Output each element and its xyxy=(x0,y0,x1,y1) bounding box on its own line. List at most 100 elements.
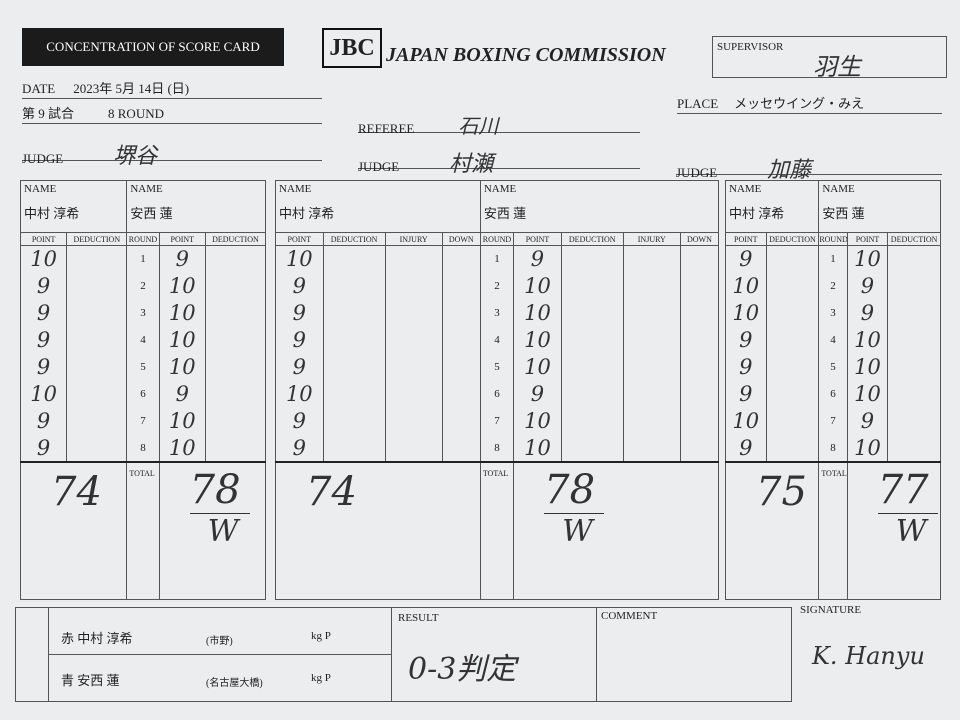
red-point: 9 xyxy=(725,434,767,462)
empty-cell xyxy=(679,326,720,354)
place: メッセウイング・みえ xyxy=(734,96,865,111)
empty-cell xyxy=(322,245,386,273)
empty-cell xyxy=(441,353,481,381)
judge-name: 加藤 xyxy=(767,158,812,183)
round-row: 10 6 9 xyxy=(19,380,266,408)
empty-cell xyxy=(765,326,820,354)
signature: K. Hanyu xyxy=(812,642,925,670)
judge-card: NAME 中村 淳希 NAME 安西 蓮 POINT DEDUCTION INJURY DOW… xyxy=(275,180,720,600)
empty-cell xyxy=(322,326,386,354)
empty-cell xyxy=(204,299,266,327)
round-number: 2 xyxy=(479,272,515,300)
empty-cell xyxy=(679,245,720,273)
name-row: NAME 中村 淳希 NAME 安西 蓮 xyxy=(724,180,941,233)
red-point: 10 xyxy=(725,407,767,435)
red-point: 9 xyxy=(275,407,324,435)
round-row: 9 5 10 xyxy=(725,353,941,381)
supervisor-label: SUPERVISOR xyxy=(717,41,784,53)
round-number: 8 xyxy=(479,434,515,462)
empty-cell xyxy=(441,380,481,408)
footer-box: 赤 中村 淳希 (市野) kg P 青 安西 蓮 (名古屋大橋) kg P RE… xyxy=(15,607,792,702)
red-point: 10 xyxy=(19,245,68,273)
blue-point: 9 xyxy=(513,245,562,273)
name-label: NAME xyxy=(822,183,855,195)
judge-label: JUDGE xyxy=(22,151,64,166)
red-point: 9 xyxy=(19,434,68,462)
column-header: DEDUCTION xyxy=(322,232,386,246)
blue-point: 10 xyxy=(158,272,206,300)
column-header: POINT xyxy=(725,232,767,246)
empty-cell xyxy=(66,272,128,300)
column-header: DEDUCTION xyxy=(66,232,128,246)
empty-cell xyxy=(622,434,681,462)
round-number: 2 xyxy=(126,272,160,300)
red-corner: 赤 中村 淳希 xyxy=(61,631,133,646)
round-row: 10 1 9 xyxy=(275,245,720,273)
red-point: 9 xyxy=(19,272,68,300)
total-label: TOTAL xyxy=(129,468,155,478)
blue-point: 10 xyxy=(513,272,562,300)
empty-cell xyxy=(765,407,820,435)
red-point: 10 xyxy=(275,380,324,408)
round-row: 9 7 10 xyxy=(19,407,266,435)
blue-gym: (名古屋大橋) xyxy=(206,678,263,689)
empty-cell xyxy=(679,353,720,381)
empty-cell xyxy=(322,380,386,408)
empty-cell xyxy=(384,272,443,300)
empty-cell xyxy=(322,407,386,435)
empty-cell xyxy=(765,272,820,300)
empty-cell xyxy=(384,407,443,435)
judge-card: NAME 中村 淳希 NAME 安西 蓮 POINT DEDUCTION ROUND POIN… xyxy=(19,180,266,600)
place-label: PLACE xyxy=(677,96,719,111)
column-header: ROUND xyxy=(126,232,160,246)
empty-cell xyxy=(560,245,624,273)
empty-cell xyxy=(765,380,820,408)
empty-cell xyxy=(622,326,681,354)
empty-cell xyxy=(679,407,720,435)
blue-point: 10 xyxy=(846,245,889,273)
round-number: 6 xyxy=(479,380,515,408)
fighter-name: 安西 蓮 xyxy=(130,206,173,221)
empty-cell xyxy=(887,245,941,273)
total-row: 75 TOTAL 77 W xyxy=(724,461,942,600)
empty-cell xyxy=(66,245,128,273)
blue-corner: 青 安西 蓮 xyxy=(61,673,120,688)
empty-cell xyxy=(622,245,681,273)
empty-cell xyxy=(441,326,481,354)
round-number: 5 xyxy=(479,353,515,381)
total-label-cell: TOTAL xyxy=(126,461,160,600)
empty-cell xyxy=(622,380,681,408)
round-number: 7 xyxy=(818,407,848,435)
red-point: 10 xyxy=(275,245,324,273)
judge-line: JUDGE 村瀬 xyxy=(358,146,640,177)
blue-point: 10 xyxy=(158,407,206,435)
fighter-name: 安西 蓮 xyxy=(483,206,527,221)
empty-cell xyxy=(560,353,624,381)
red-point: 9 xyxy=(275,326,324,354)
round-number: 5 xyxy=(818,353,848,381)
empty-cell xyxy=(66,380,128,408)
red-point: 9 xyxy=(19,326,68,354)
bout: 第 9 試合 xyxy=(22,106,75,121)
column-header: INJURY xyxy=(622,232,681,246)
name-label: NAME xyxy=(729,183,762,195)
referee-label: REFEREE xyxy=(358,121,415,136)
supervisor-box: SUPERVISOR 羽生 xyxy=(712,36,947,81)
column-header: DOWN xyxy=(441,232,481,246)
round-number: 1 xyxy=(126,245,160,273)
empty-cell xyxy=(560,434,624,462)
judge-name: 堺谷 xyxy=(113,144,158,169)
column-header: DEDUCTION xyxy=(765,232,820,246)
name-label: NAME xyxy=(483,183,517,195)
blue-total-cell: 78 W xyxy=(513,461,719,600)
judge-name: 村瀬 xyxy=(449,152,494,177)
blue-total: 78 xyxy=(189,467,250,514)
name-label: NAME xyxy=(130,183,163,195)
blue-point: 10 xyxy=(846,434,889,462)
empty-cell xyxy=(66,326,128,354)
empty-cell xyxy=(204,326,266,354)
empty-cell xyxy=(679,272,720,300)
round-row: 10 2 9 xyxy=(725,272,941,300)
logo: JBC xyxy=(322,28,382,68)
